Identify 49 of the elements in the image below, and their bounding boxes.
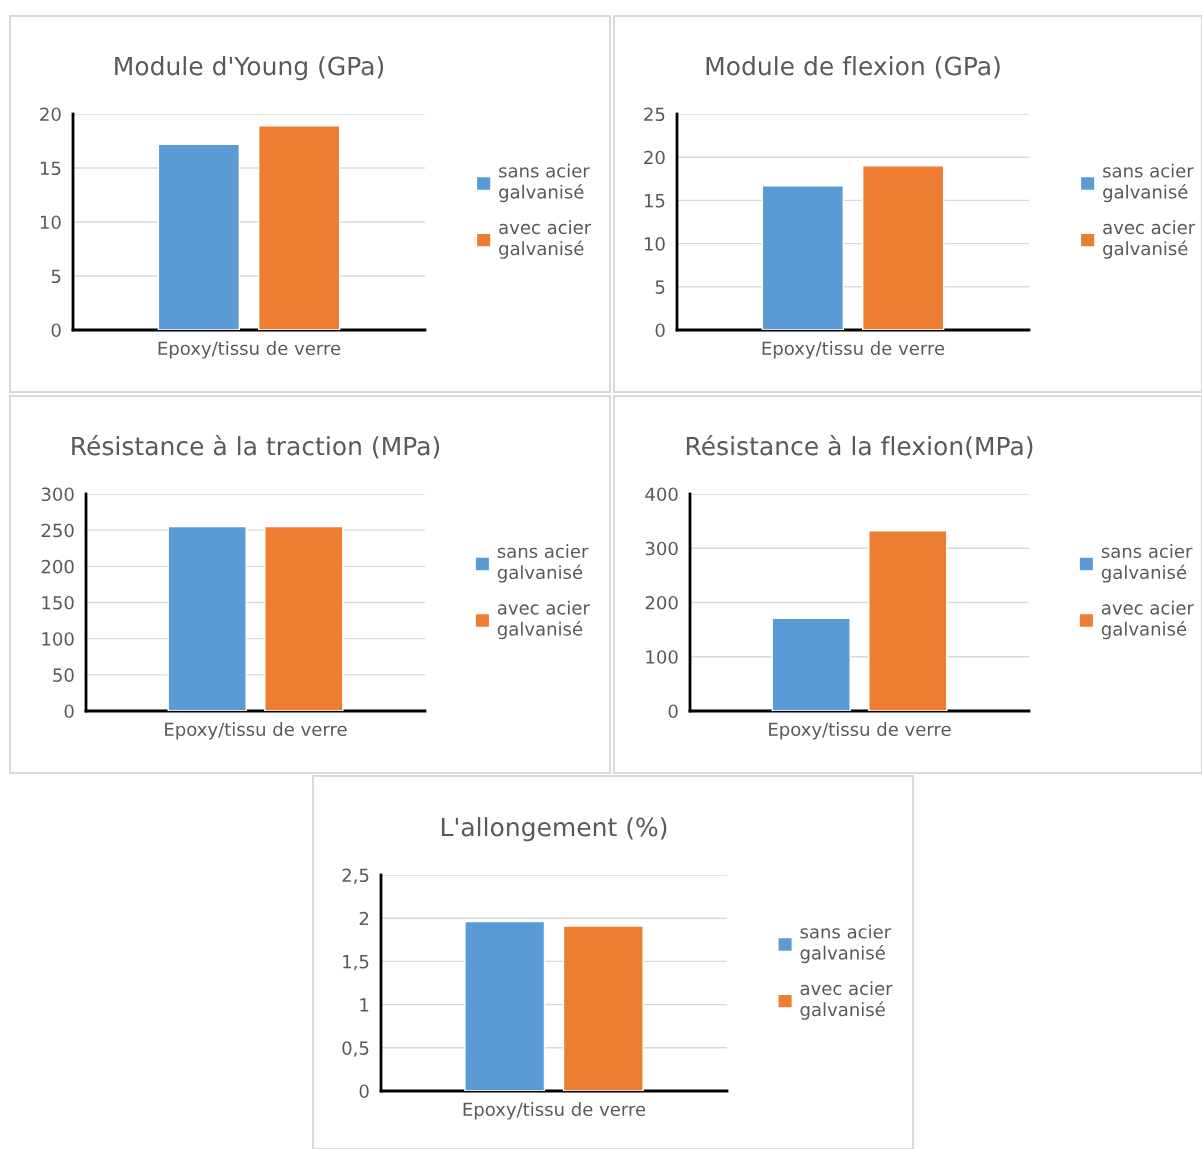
y-tick-label: 0 [51,323,61,338]
x-tick-label: Epoxy/tissu de verre [158,341,341,359]
y-tick-label: 0,5 [342,1041,369,1057]
y-tick-label: 10 [40,215,61,230]
legend-label: sans acier galvanisé [800,924,892,964]
y-tick-label: 1 [360,998,369,1012]
legend-label: sans acier galvanisé [499,163,590,203]
chart-title: Module de flexion (GPa) [706,56,1000,79]
legend-label: avec acier galvanisé [1101,600,1194,640]
y-tick-label: 2 [359,911,369,926]
y-tick-label: 200 [41,559,74,574]
chart-title: Résistance à la flexion(MPa) [686,435,1033,459]
chart-title: L'allongement (%) [441,817,667,842]
chart-title: Résistance à la traction (MPa) [72,435,440,459]
y-tick-label: 0 [64,704,74,719]
y-tick-label: 10 [644,237,665,251]
y-tick-label: 0 [655,323,665,338]
y-tick-label: 250 [41,523,74,538]
y-tick-label: 2,5 [342,868,369,884]
legend-label: sans acier galvanisé [1101,544,1193,583]
y-tick-label: 50 [53,668,74,682]
x-tick-label: Epoxy/tissu de verre [165,722,347,740]
y-tick-label: 150 [42,595,74,610]
y-tick-label: 25 [644,107,665,122]
y-tick-label: 15 [40,161,61,176]
y-tick-label: 300 [645,541,678,556]
y-tick-label: 400 [645,487,678,502]
x-tick-label: Epoxy/tissu de verre [762,341,945,359]
y-tick-label: 100 [42,632,74,646]
x-tick-label: Epoxy/tissu de verre [769,722,951,740]
y-tick-label: 20 [644,150,665,165]
y-tick-label: 15 [644,194,665,208]
y-tick-label: 0 [359,1084,369,1099]
y-tick-label: 100 [646,650,678,664]
y-tick-label: 20 [40,107,61,122]
legend-label: avec acier galvanisé [497,600,590,640]
legend-label: sans acier galvanisé [497,544,589,583]
y-tick-label: 5 [655,280,665,294]
y-tick-label: 0 [668,704,678,719]
legend-label: avec acier galvanisé [800,981,893,1020]
legend-label: sans acier galvanisé [1103,163,1194,203]
legend-label: avec acier galvanisé [1103,220,1196,259]
y-tick-label: 200 [645,595,678,610]
legend-label: avec acier galvanisé [499,220,592,259]
y-tick-label: 5 [51,269,61,284]
chart-title: Module d'Young (GPa) [115,56,384,81]
y-tick-label: 1,5 [343,955,369,971]
y-tick-label: 300 [41,487,74,502]
x-tick-label: Epoxy/tissu de verre [463,1102,646,1120]
